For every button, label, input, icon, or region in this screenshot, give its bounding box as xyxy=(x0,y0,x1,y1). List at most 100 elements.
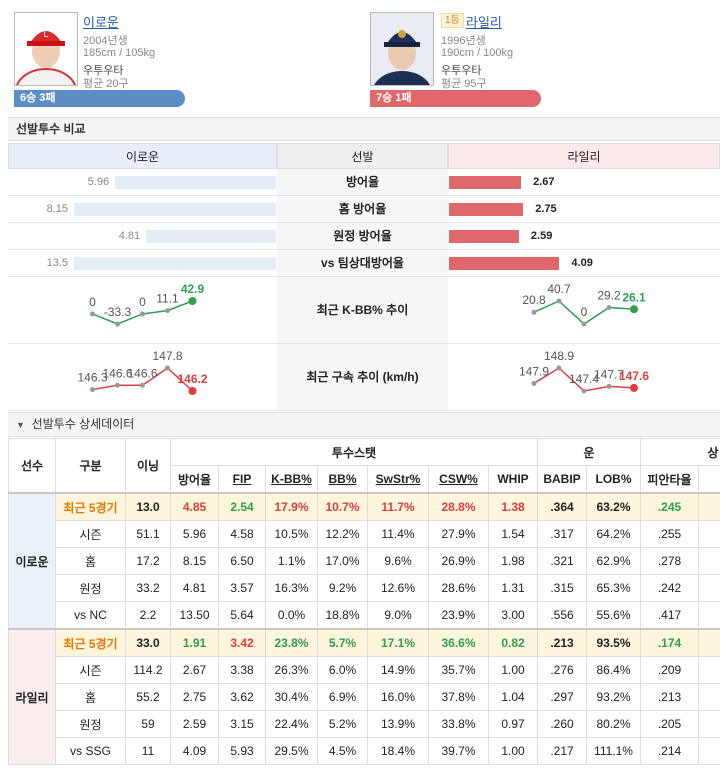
data-row: vs SSG 11 4.09 5.93 29.5% 4.5% 18.4% 39.7% 1.00.… xyxy=(9,737,720,765)
stat-cell: 11 xyxy=(125,737,171,765)
value-label: 4.09 xyxy=(571,257,593,269)
column-header-text: 피안타율 xyxy=(647,472,692,487)
stat-cell: 2.2 xyxy=(125,601,171,630)
stat-cell: 4.85 xyxy=(170,492,219,521)
row-cell xyxy=(448,196,720,223)
stat-cell: .315 xyxy=(537,574,587,602)
row-label: 방어율 xyxy=(345,175,380,189)
group-header: 상 xyxy=(640,438,720,466)
player-cell: 라일리 xyxy=(8,628,56,765)
trend-chart: 0 -33.3 0 11.142.9 xyxy=(89,282,205,327)
stat-cell: 5.2% xyxy=(317,710,368,738)
trend-label: 147.8 xyxy=(152,349,182,363)
column-header: BABIP xyxy=(537,465,587,494)
player-cell: 이로운 xyxy=(8,492,56,630)
player-born: 1996년생 xyxy=(441,35,486,47)
row-label: vs NC xyxy=(55,601,126,630)
bar xyxy=(146,230,276,243)
stat-cell: 1.91 xyxy=(170,628,219,657)
stat-cell: 17.9% xyxy=(265,492,318,521)
column-header[interactable]: SwStr% xyxy=(367,465,429,494)
trend-point xyxy=(188,387,197,395)
stat-cell: 65.3% xyxy=(585,574,642,602)
row-label: 최근 5경기 xyxy=(55,628,126,657)
trend-label: 147.6 xyxy=(619,369,649,383)
svg-text:L: L xyxy=(43,29,48,39)
stat-cell: 2.75 xyxy=(170,683,219,711)
stat-cell: 93.2% xyxy=(585,683,642,711)
row-cell xyxy=(8,344,720,411)
data-row: 이로운 최근 5경기 13.0 4.85 2.54 17.9% 10.7% 11.7% 28.8… xyxy=(8,492,720,630)
stat-cell: 2.54 xyxy=(218,492,266,521)
stat-cell: 18.4% xyxy=(367,737,429,765)
stat-cell: 17.0% xyxy=(317,547,368,575)
stat-cell: .214 xyxy=(640,737,700,765)
stat-cell: 14.9% xyxy=(367,656,429,684)
stat-cell: .321 xyxy=(537,547,587,575)
stat-cell-cut xyxy=(698,656,720,684)
stat-cell: 80.2% xyxy=(585,710,642,738)
group-header: 구분 xyxy=(55,438,126,494)
stat-cell: 114.2 xyxy=(125,656,171,684)
stat-cell: .209 xyxy=(640,656,700,684)
bar xyxy=(74,203,276,216)
column-header-text: LOB% xyxy=(595,472,632,486)
trend-point xyxy=(165,365,170,371)
trend-point xyxy=(630,305,638,314)
stat-cell: .245 xyxy=(640,492,700,521)
row-label: 원정 xyxy=(55,574,126,602)
section-header[interactable]: ▼ 선발투수 상세데이터 xyxy=(8,412,720,437)
trend-label: 29.2 xyxy=(597,288,621,302)
stat-cell: 1.98 xyxy=(488,547,538,575)
column-header: 라일리 xyxy=(448,143,720,169)
column-header-text: K-BB% xyxy=(271,472,312,486)
collapse-arrow[interactable]: ▼ xyxy=(16,420,25,430)
stat-cell: 86.4% xyxy=(585,656,642,684)
column-header-text: CSW% xyxy=(439,472,478,486)
row-label: 최근 K-BB% 추이 xyxy=(316,303,409,317)
bar xyxy=(115,176,276,189)
column-header: LOB% xyxy=(585,465,642,494)
stat-cell: 62.9% xyxy=(585,547,642,575)
stat-cell: .213 xyxy=(537,628,587,657)
row-cell xyxy=(8,250,277,277)
column-header[interactable]: K-BB% xyxy=(265,465,318,494)
stat-cell: 6.0% xyxy=(317,656,368,684)
stat-cell-cut xyxy=(698,710,720,738)
column-header: WHIP xyxy=(488,465,538,494)
player-name[interactable]: 이로운 xyxy=(83,15,119,30)
column-header[interactable]: FIP xyxy=(218,465,266,494)
column-header[interactable]: BB% xyxy=(317,465,368,494)
stat-cell: 59 xyxy=(125,710,171,738)
stat-cell: .242 xyxy=(640,574,700,602)
stat-cell: 6.50 xyxy=(218,547,266,575)
stat-cell: 4.58 xyxy=(218,520,266,548)
value-label: 2.75 xyxy=(535,203,557,215)
row-label: vs 팀상대방어율 xyxy=(321,256,404,270)
trend-point xyxy=(606,304,612,310)
stat-cell: 10.5% xyxy=(265,520,318,548)
trend-point xyxy=(140,382,145,388)
bar xyxy=(449,176,522,189)
row-cell xyxy=(8,196,277,223)
trend-point xyxy=(531,309,537,315)
stat-cell: 1.38 xyxy=(488,492,538,521)
value-label: 5.96 xyxy=(87,176,110,188)
stat-cell-cut xyxy=(698,683,720,711)
player-hand: 우투우타 xyxy=(83,65,124,77)
stat-cell: 35.7% xyxy=(428,656,489,684)
value-label: 13.5 xyxy=(46,257,68,269)
stat-cell: 5.93 xyxy=(218,737,266,765)
stat-cell: 2.67 xyxy=(170,656,219,684)
player-hand: 우투우타 xyxy=(441,65,482,77)
column-header[interactable]: CSW% xyxy=(428,465,489,494)
stat-cell: .255 xyxy=(640,520,700,548)
stat-cell: .556 xyxy=(537,601,587,630)
stat-cell-cut xyxy=(698,601,720,630)
trend-label: 20.8 xyxy=(522,293,546,307)
header-row: 선수 구분 이닝 투수스탯 운 상 xyxy=(8,438,720,494)
row-label: 최근 구속 추이 (km/h) xyxy=(306,370,419,384)
data-row: 홈 55.2 2.75 3.62 30.4% 6.9% 16.0% 37.8% 1.04.297… xyxy=(9,683,720,711)
player-name[interactable]: 라일리 xyxy=(466,15,502,30)
